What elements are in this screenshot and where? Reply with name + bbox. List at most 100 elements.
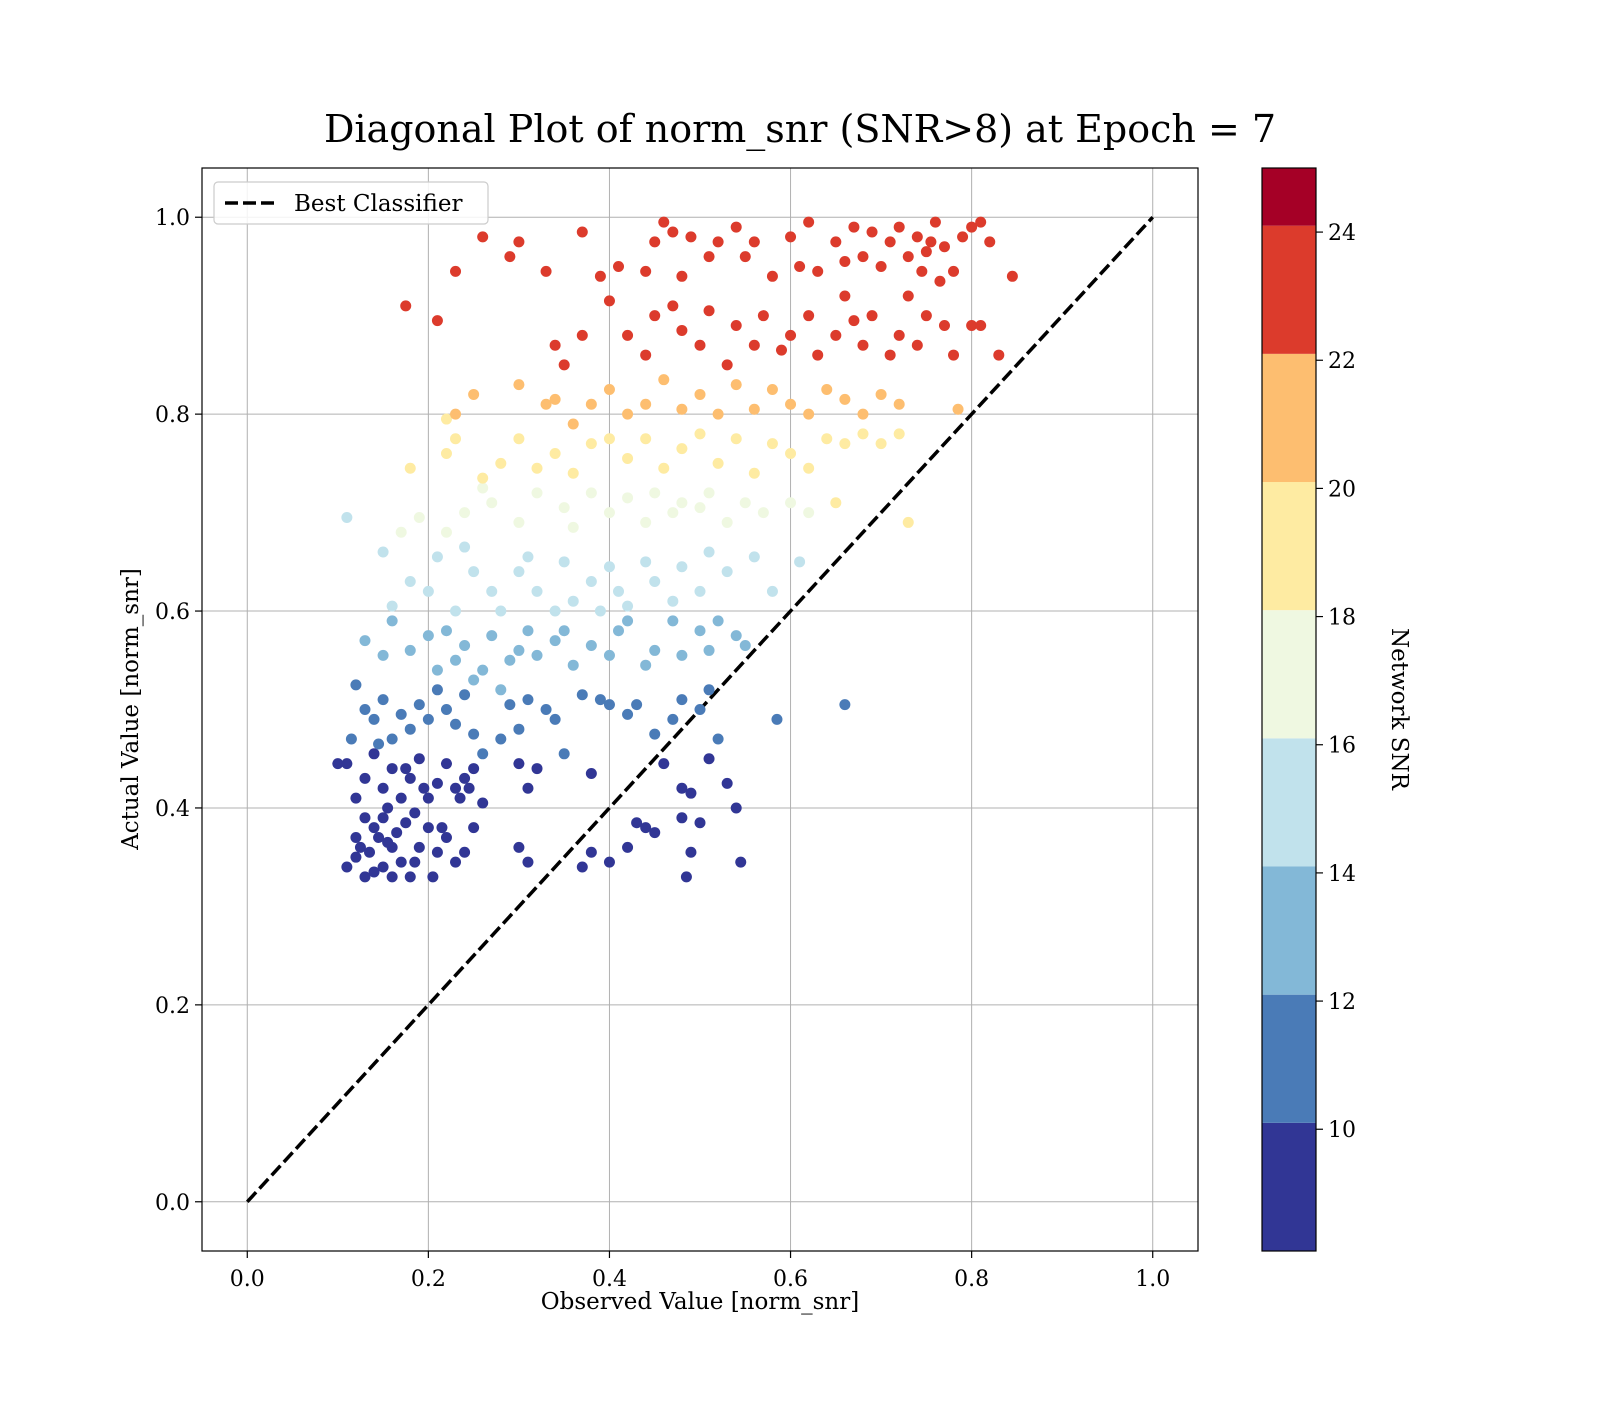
scatter-point — [631, 699, 643, 711]
scatter-point — [368, 822, 380, 834]
scatter-point — [404, 462, 416, 474]
scatter-point — [667, 713, 679, 725]
scatter-point — [839, 290, 851, 302]
scatter-point — [857, 408, 869, 420]
scatter-point — [640, 659, 652, 671]
colorbar-tick-label: 14 — [1328, 862, 1356, 887]
y-tick-layer: 0.0 0.2 0.4 0.6 0.8 1.0 — [155, 206, 202, 1216]
scatter-point — [450, 265, 462, 277]
scatter-point — [993, 349, 1005, 361]
scatter-point — [395, 792, 407, 804]
scatter-point — [477, 231, 489, 243]
y-tick-label: 0.2 — [155, 994, 190, 1019]
scatter-point — [400, 817, 412, 829]
scatter-point — [839, 438, 851, 450]
scatter-point — [649, 576, 661, 588]
scatter-point — [585, 846, 597, 858]
scatter-point — [757, 507, 769, 519]
scatter-point — [658, 216, 670, 228]
scatter-point — [386, 600, 398, 612]
scatter-point — [495, 605, 507, 617]
scatter-point — [495, 733, 507, 745]
scatter-point — [486, 630, 498, 642]
scatter-point — [948, 349, 960, 361]
scatter-point — [622, 329, 634, 341]
scatter-point — [354, 841, 366, 853]
scatter-point — [794, 556, 806, 568]
scatter-point — [735, 856, 747, 868]
scatter-point — [667, 507, 679, 519]
scatter-point — [667, 226, 679, 238]
scatter-point — [450, 718, 462, 730]
scatter-point — [440, 704, 452, 715]
scatter-point — [440, 448, 452, 460]
scatter-point — [803, 310, 815, 322]
scatter-point — [649, 728, 661, 740]
scatter-point — [721, 516, 733, 528]
colorbar-band — [1262, 738, 1316, 867]
scatter-point — [730, 379, 742, 391]
scatter-point — [676, 443, 688, 455]
scatter-point — [739, 251, 751, 263]
scatter-point — [902, 516, 914, 528]
scatter-point — [658, 758, 670, 770]
scatter-point — [857, 339, 869, 351]
scatter-point — [902, 251, 914, 263]
scatter-point — [785, 448, 797, 460]
scatter-point — [893, 398, 905, 410]
x-tick-label: 0.8 — [954, 1267, 989, 1292]
scatter-point — [920, 246, 932, 258]
colorbar-band — [1262, 482, 1316, 611]
scatter-point — [549, 448, 561, 460]
legend-label-best-classifier: Best Classifier — [294, 191, 462, 217]
scatter-point — [332, 758, 344, 770]
scatter-point — [703, 251, 715, 263]
colorbar-band — [1262, 353, 1316, 483]
scatter-point — [513, 379, 525, 391]
scatter-point — [477, 797, 489, 809]
scatter-point — [766, 585, 778, 597]
scatter-point — [341, 758, 353, 770]
scatter-point — [975, 216, 987, 228]
scatter-point — [703, 487, 715, 499]
scatter-point — [504, 654, 516, 666]
scatter-point — [685, 846, 697, 858]
scatter-point — [431, 664, 443, 676]
scatter-point — [404, 576, 416, 588]
scatter-point — [739, 640, 751, 652]
scatter-point — [531, 462, 543, 474]
scatter-point — [422, 822, 434, 834]
scatter-point — [486, 497, 498, 509]
scatter-point — [603, 507, 615, 519]
scatter-point — [440, 526, 452, 538]
scatter-point — [468, 388, 480, 400]
scatter-point — [477, 472, 489, 484]
scatter-point — [522, 551, 534, 563]
scatter-point — [934, 275, 946, 287]
scatter-point — [450, 782, 462, 794]
scatter-point — [418, 782, 430, 794]
scatter-point — [576, 329, 588, 341]
scatter-point — [893, 221, 905, 233]
scatter-point — [748, 403, 760, 415]
y-tick-label: 0.6 — [155, 600, 190, 625]
scatter-point — [603, 384, 615, 396]
scatter-point — [558, 502, 570, 514]
scatter-point — [925, 236, 937, 248]
scatter-point — [567, 595, 579, 607]
colorbar: 10 12 14 16 18 20 22 24 — [1261, 167, 1356, 1252]
scatter-point — [364, 846, 376, 858]
colorbar-band — [1262, 994, 1316, 1123]
scatter-point — [911, 231, 923, 243]
scatter-point — [893, 428, 905, 440]
scatter-point — [667, 300, 679, 312]
scatter-point — [676, 694, 688, 706]
scatter-point — [803, 408, 815, 420]
scatter-point — [413, 512, 425, 524]
scatter-point — [730, 630, 742, 642]
scatter-point — [938, 241, 950, 253]
scatter-point — [775, 344, 787, 356]
y-tick-label: 0.0 — [155, 1191, 190, 1216]
scatter-point — [531, 763, 543, 775]
